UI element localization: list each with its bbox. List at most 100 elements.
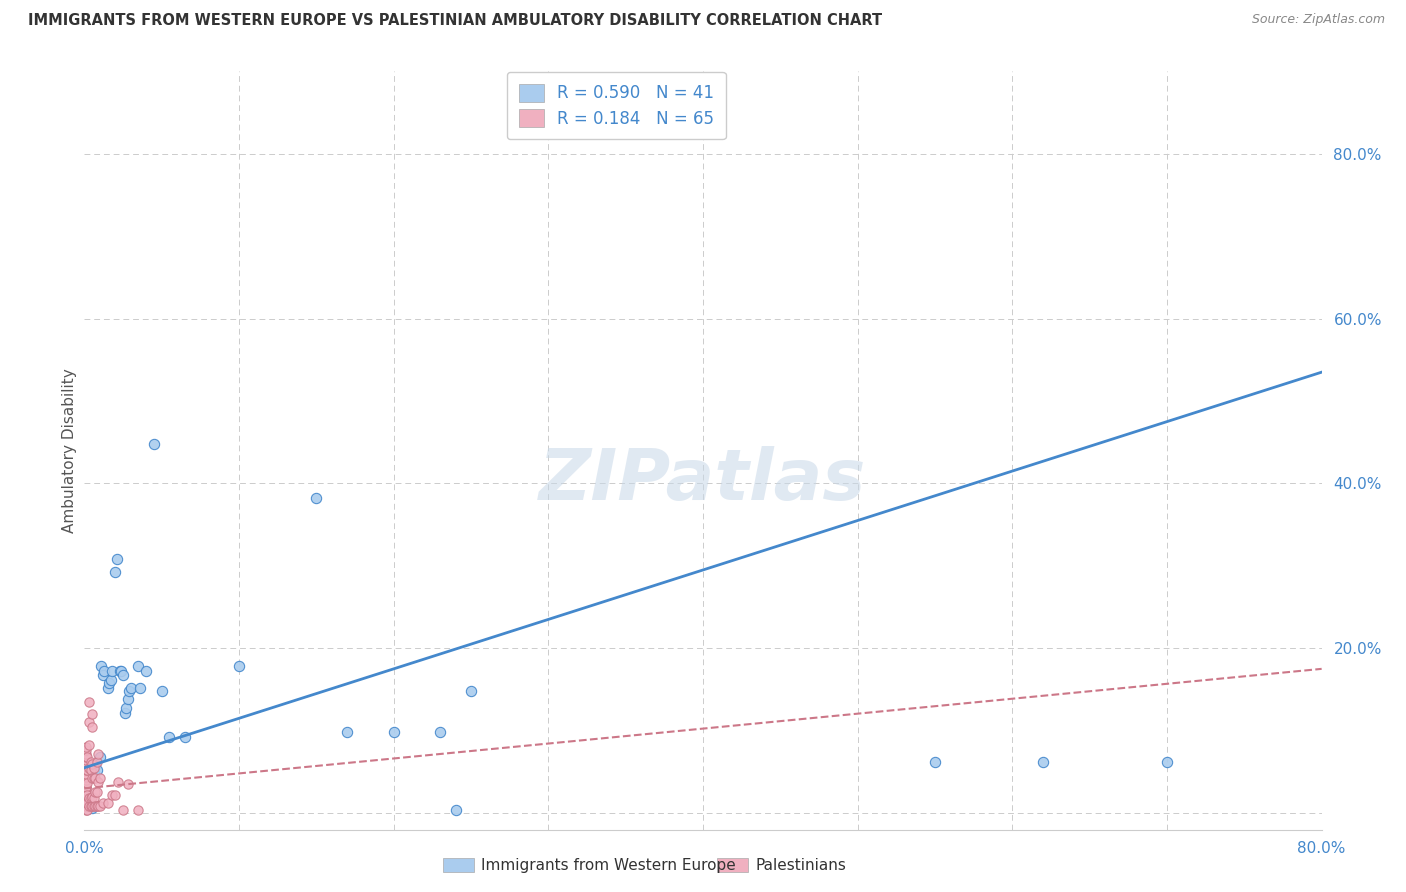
Point <box>75 753 97 767</box>
Point <box>1032 755 1054 769</box>
Point <box>114 706 136 720</box>
Point <box>76 802 98 816</box>
Point <box>75 803 97 817</box>
Point <box>82 799 104 814</box>
Point <box>924 755 946 769</box>
Point <box>83 772 105 786</box>
Point <box>75 766 97 780</box>
Point <box>83 791 105 805</box>
Point <box>107 774 129 789</box>
Point <box>77 799 100 814</box>
Point <box>77 715 100 730</box>
Point <box>79 799 101 814</box>
Point <box>120 681 142 695</box>
Point <box>118 684 141 698</box>
Point <box>75 760 97 774</box>
Point <box>75 786 97 800</box>
Point <box>79 755 101 769</box>
Point <box>79 763 101 777</box>
Point <box>117 692 139 706</box>
Point <box>110 665 132 679</box>
Point <box>86 799 108 814</box>
Point <box>75 770 97 784</box>
Point <box>444 803 467 817</box>
Point <box>75 796 97 810</box>
Point <box>101 665 124 679</box>
Point <box>75 793 97 807</box>
Point <box>87 747 110 761</box>
Point <box>115 700 138 714</box>
Point <box>127 659 149 673</box>
Point <box>100 673 122 687</box>
Point <box>91 796 114 810</box>
Point <box>150 684 173 698</box>
Point <box>76 803 98 817</box>
Point <box>305 491 328 506</box>
Point <box>77 799 100 814</box>
Point <box>75 743 97 757</box>
Point <box>90 659 112 673</box>
Point <box>75 740 97 755</box>
Point <box>75 750 97 764</box>
Point <box>84 799 107 814</box>
Point <box>76 750 98 764</box>
Point <box>127 803 149 817</box>
Point <box>75 747 97 761</box>
Point <box>87 774 110 789</box>
Point <box>83 761 105 775</box>
Point <box>86 755 108 769</box>
Point <box>101 788 124 802</box>
Point <box>89 772 111 786</box>
Point <box>82 707 104 722</box>
Point <box>86 763 108 777</box>
Point <box>143 437 166 451</box>
Point <box>87 799 110 814</box>
Point <box>79 791 101 805</box>
Point <box>98 676 121 690</box>
Point <box>104 566 127 580</box>
Point <box>75 783 97 797</box>
Point <box>129 681 152 695</box>
Point <box>135 665 157 679</box>
Point <box>82 772 104 786</box>
Point <box>76 796 98 810</box>
Point <box>159 731 180 745</box>
Point <box>228 659 250 673</box>
Point <box>83 764 105 779</box>
Point <box>104 788 127 802</box>
Y-axis label: Ambulatory Disability: Ambulatory Disability <box>62 368 77 533</box>
Point <box>83 799 105 814</box>
Point <box>76 776 98 790</box>
Point <box>75 776 97 790</box>
Point <box>89 799 111 814</box>
Point <box>1156 755 1178 769</box>
Point <box>96 681 118 695</box>
Point <box>112 667 135 681</box>
Point <box>84 785 107 799</box>
Point <box>75 799 97 814</box>
Point <box>77 695 100 709</box>
Point <box>82 720 104 734</box>
Text: Source: ZipAtlas.com: Source: ZipAtlas.com <box>1251 13 1385 27</box>
Point <box>105 552 128 566</box>
Point <box>336 725 359 739</box>
Point <box>89 750 111 764</box>
Point <box>76 788 98 802</box>
Point <box>91 667 114 681</box>
Point <box>77 739 100 753</box>
Point <box>112 803 135 817</box>
Point <box>75 780 97 794</box>
Point <box>75 773 97 788</box>
Point <box>77 791 100 805</box>
Point <box>84 772 107 786</box>
Point <box>82 789 104 804</box>
Point <box>86 785 108 799</box>
Point <box>108 665 131 679</box>
Point <box>174 731 197 745</box>
Point <box>75 756 97 771</box>
Point <box>82 756 104 771</box>
Point <box>75 763 97 777</box>
Point <box>460 684 482 698</box>
Point <box>77 761 100 775</box>
Point <box>382 725 405 739</box>
